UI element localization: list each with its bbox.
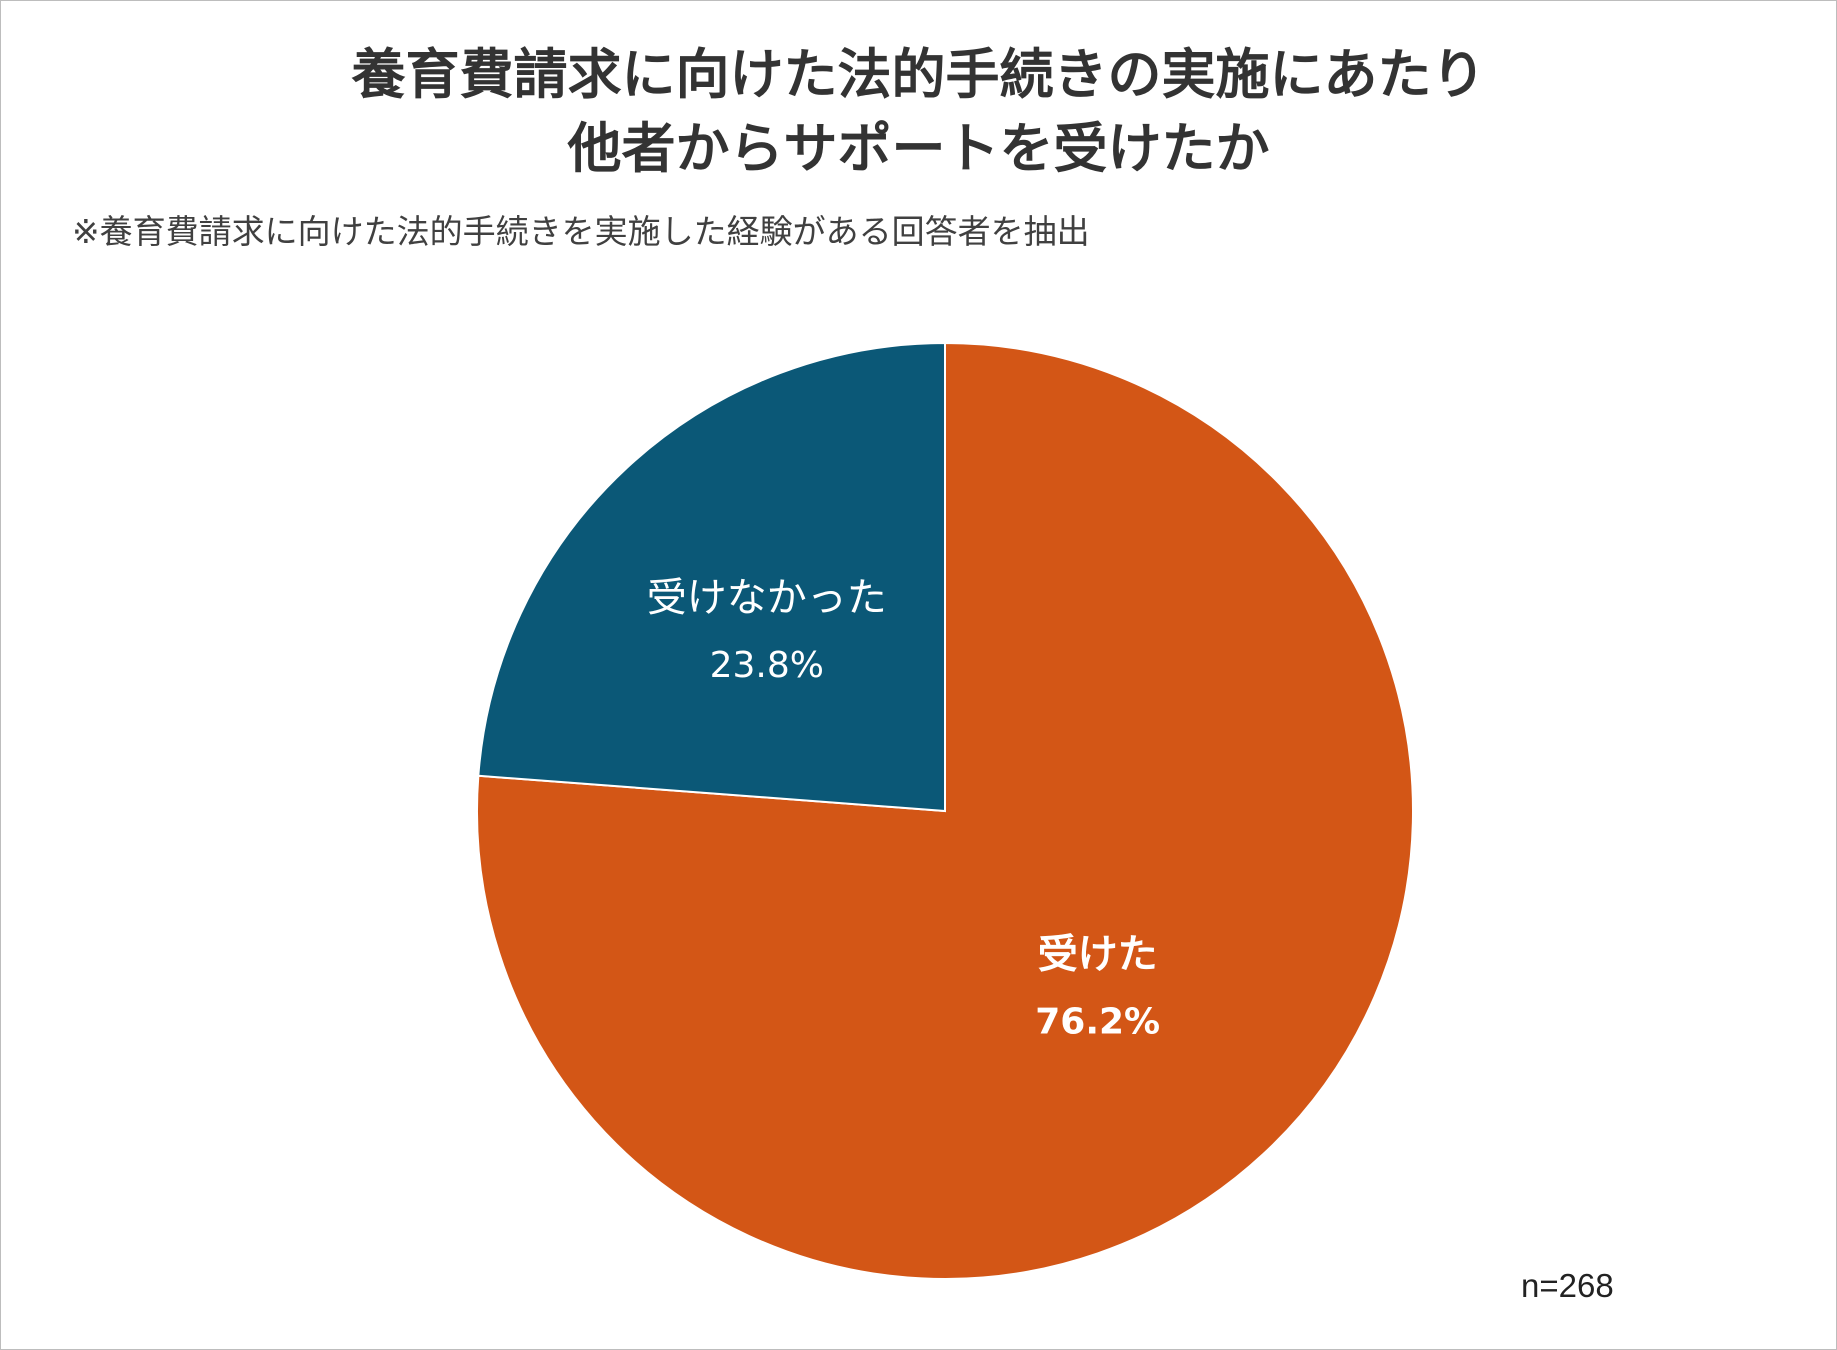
- chart-title-line-2: 他者からサポートを受けたか: [567, 117, 1270, 180]
- chart-title: 養育費請求に向けた法的手続きの実施にあたり 他者からサポートを受けたか: [0, 38, 1837, 186]
- chart-subtitle: ※養育費請求に向けた法的手続きを実施した経験がある回答者を抽出: [72, 212, 1090, 251]
- slice-category-label-1: 受けた: [1038, 932, 1158, 978]
- pie-slice-2: [477, 341, 946, 813]
- slice-value-label-1: 76.2%: [1035, 1002, 1160, 1043]
- sample-size-note: n=268: [1521, 1267, 1614, 1304]
- slice-category-label-2: 受けなかった: [647, 575, 887, 621]
- slice-value-label-2: 23.8%: [710, 645, 824, 686]
- chart-title-line-1: 養育費請求に向けた法的手続きの実施にあたり: [351, 43, 1486, 106]
